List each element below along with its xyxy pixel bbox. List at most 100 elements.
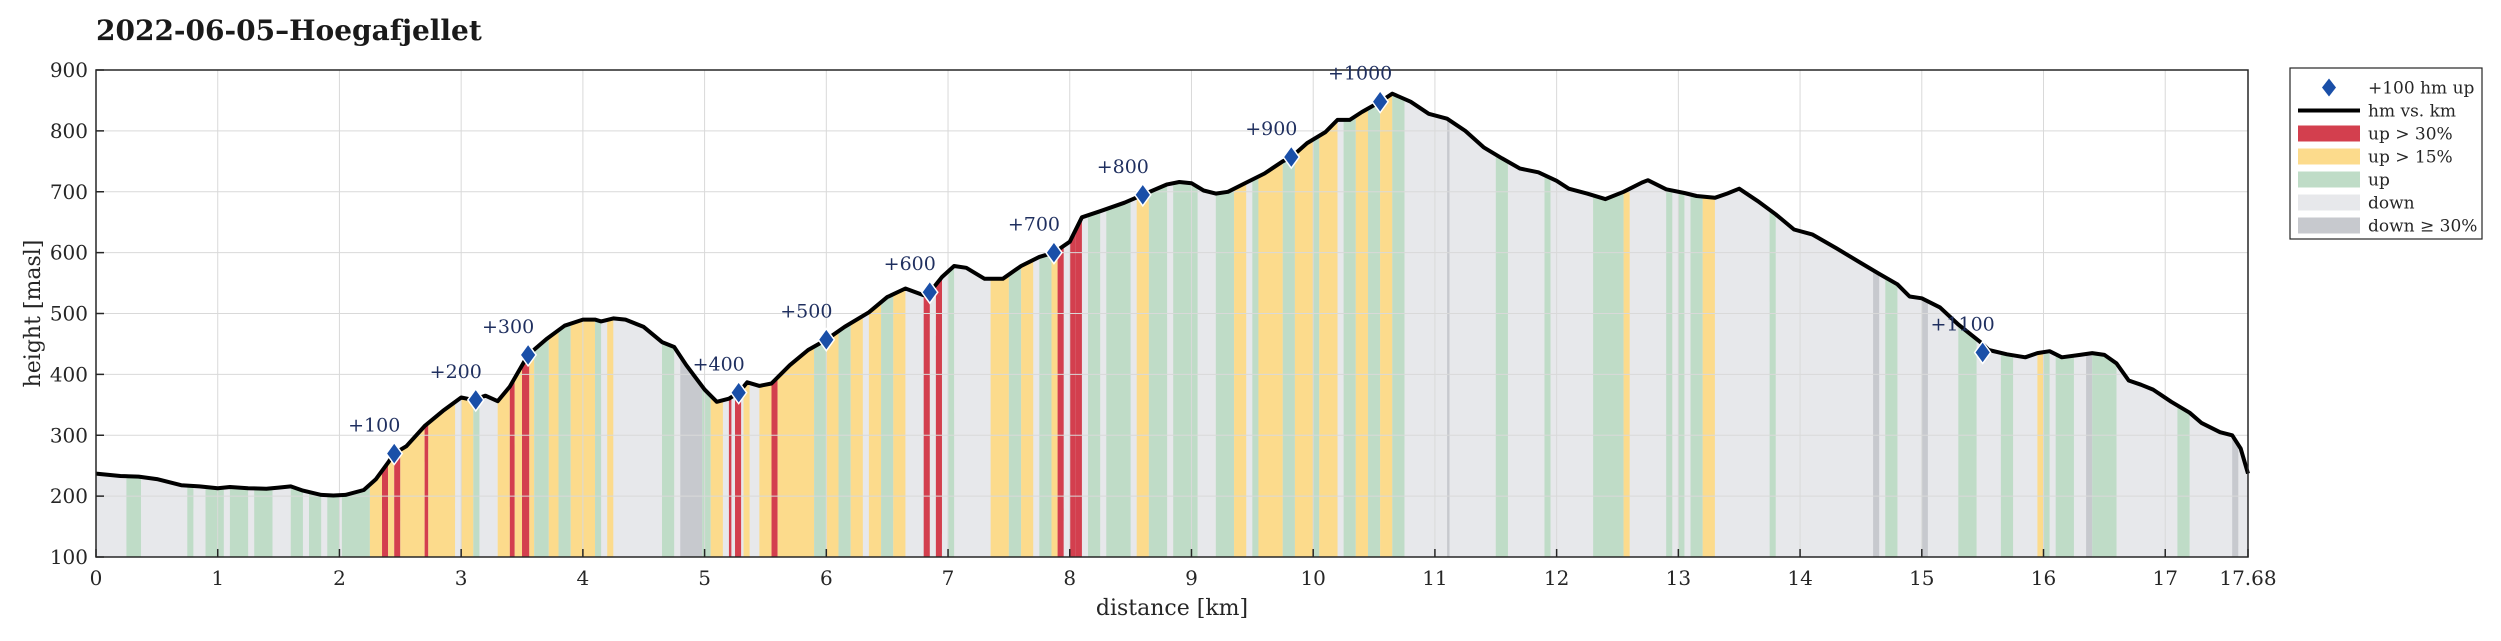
area-up bbox=[1769, 209, 1776, 558]
milestone-marker bbox=[1045, 240, 1063, 265]
y-axis-ticks: 100 200 300 400 500 600 700 800 900 bbox=[50, 58, 104, 569]
area-up30 bbox=[424, 423, 429, 557]
milestone-marker bbox=[385, 441, 404, 466]
area-up bbox=[187, 485, 194, 557]
area-up bbox=[1282, 153, 1295, 558]
area-up15 bbox=[514, 365, 523, 557]
x-tick-label: 4 bbox=[577, 566, 590, 590]
area-up30 bbox=[394, 449, 401, 557]
milestone-marker bbox=[920, 279, 939, 305]
area-up bbox=[1173, 182, 1198, 557]
area-up30 bbox=[771, 377, 778, 557]
x-tick-label: 13 bbox=[1666, 566, 1691, 590]
x-tick-label: 5 bbox=[698, 566, 711, 590]
area-up15 bbox=[990, 274, 1009, 557]
area-up bbox=[1885, 277, 1898, 557]
area-up bbox=[2055, 354, 2074, 557]
area-up15 bbox=[743, 382, 750, 557]
legend-swatch-up30 bbox=[2298, 125, 2360, 142]
legend-label: +100 hm up bbox=[2368, 79, 2475, 99]
area-up15 bbox=[1258, 161, 1283, 558]
area-down30 bbox=[1447, 118, 1450, 557]
legend-label: up > 15% bbox=[2368, 148, 2453, 168]
area-up15 bbox=[1702, 196, 1715, 557]
milestone-marker bbox=[817, 327, 836, 352]
area-up15 bbox=[1051, 250, 1058, 557]
area-up15 bbox=[1234, 182, 1247, 557]
area-up30 bbox=[1057, 245, 1064, 557]
area-up bbox=[126, 476, 142, 557]
x-tick-label: 16 bbox=[2031, 566, 2056, 590]
area-up bbox=[1690, 194, 1703, 557]
milestone-marker bbox=[1282, 144, 1301, 170]
milestone-marker bbox=[1371, 89, 1390, 114]
area-up bbox=[473, 397, 480, 557]
area-up bbox=[290, 486, 303, 557]
area-up bbox=[254, 488, 273, 557]
y-tick-label: 900 bbox=[50, 58, 88, 82]
x-tick-label: 7 bbox=[942, 566, 955, 590]
area-up15 bbox=[826, 331, 839, 557]
x-tick-label: 15 bbox=[1909, 566, 1934, 590]
x-tick-label: 2 bbox=[333, 566, 346, 590]
area-up bbox=[1215, 188, 1235, 557]
area-up bbox=[838, 323, 851, 557]
area-up bbox=[1148, 184, 1168, 557]
area-up15 bbox=[388, 453, 395, 557]
area-up bbox=[205, 487, 224, 557]
area-up bbox=[1313, 135, 1320, 557]
milestone-label: +200 bbox=[430, 361, 482, 383]
y-tick-label: 700 bbox=[50, 180, 88, 204]
area-up15 bbox=[893, 288, 906, 557]
area-up30 bbox=[509, 378, 515, 557]
milestone-label: +600 bbox=[884, 253, 936, 275]
y-tick-label: 100 bbox=[50, 545, 88, 569]
elevation-line bbox=[95, 91, 2250, 498]
area-up bbox=[1106, 200, 1131, 557]
area-up15 bbox=[369, 470, 383, 557]
area-up bbox=[948, 266, 955, 557]
area-up30 bbox=[1075, 217, 1082, 558]
area-down30 bbox=[1921, 298, 1928, 557]
area-up bbox=[1958, 324, 1977, 557]
area-up bbox=[1495, 154, 1508, 557]
area-up15 bbox=[710, 395, 723, 557]
area-up bbox=[1544, 175, 1551, 557]
legend: +100 hm up hm vs. km up > 30% up > 15% up dow… bbox=[2289, 67, 2483, 240]
milestone-marker bbox=[729, 380, 748, 405]
gradient-bands bbox=[96, 93, 2248, 558]
milestone-label: +100 bbox=[348, 415, 400, 437]
area-up30 bbox=[935, 277, 942, 557]
area-up bbox=[1039, 253, 1052, 558]
area-up15 bbox=[850, 315, 863, 557]
milestone-marker bbox=[466, 387, 485, 413]
milestone-marker bbox=[1133, 182, 1152, 208]
area-up bbox=[814, 339, 827, 557]
area-up15 bbox=[777, 346, 815, 557]
x-tick-label: 8 bbox=[1063, 566, 1076, 590]
area-up bbox=[2092, 353, 2117, 557]
chart-title: 2022-06-05–Hoegafjellet bbox=[96, 14, 482, 47]
area-up15 bbox=[1319, 119, 1338, 558]
area-up15 bbox=[868, 302, 882, 557]
area-up15 bbox=[1623, 188, 1630, 557]
x-tick-label: 11 bbox=[1422, 566, 1447, 590]
legend-label: down ≥ 30% bbox=[2368, 217, 2477, 237]
y-tick-label: 400 bbox=[50, 362, 88, 386]
area-up bbox=[558, 323, 571, 557]
area-up15 bbox=[461, 397, 474, 557]
y-axis-label: height [masl] bbox=[21, 240, 46, 388]
y-tick-label: 300 bbox=[50, 423, 88, 447]
x-tick-label: 12 bbox=[1544, 566, 1569, 590]
milestone-markers: +100 +200 +300 +400 +500 +600 +700 +800 +900 +100… bbox=[348, 63, 1995, 466]
area-up30 bbox=[1069, 229, 1076, 557]
milestone-label: +900 bbox=[1245, 118, 1297, 140]
milestone-marker bbox=[519, 342, 538, 368]
area-up bbox=[1008, 266, 1022, 557]
area-up bbox=[1392, 93, 1405, 557]
x-tick-label: 6 bbox=[820, 566, 833, 590]
milestone-label: +1000 bbox=[1328, 63, 1392, 85]
area-up15 bbox=[1021, 259, 1034, 557]
area-up bbox=[702, 386, 711, 557]
